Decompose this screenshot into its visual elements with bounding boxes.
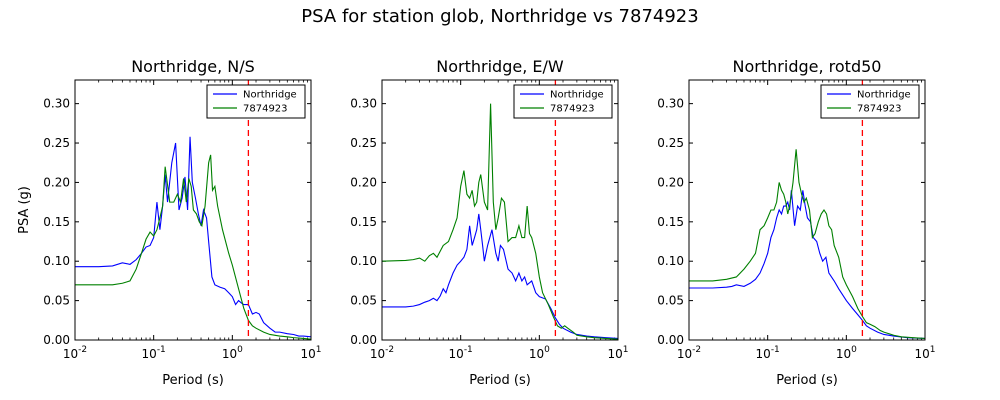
- x-tick-label-exponent: -1: [157, 345, 166, 355]
- x-axis-label: Period (s): [776, 373, 838, 388]
- legend-label: Northridge: [550, 90, 604, 101]
- y-tick-label: 0.00: [350, 333, 377, 347]
- axes-frame: [688, 79, 926, 341]
- x-tick-label: 10-2: [63, 345, 87, 361]
- y-tick-label: 0.20: [43, 175, 70, 189]
- x-tick-label: 101: [607, 345, 628, 361]
- x-tick-label-exponent: 0: [851, 345, 857, 355]
- legend-label: Northridge: [243, 90, 297, 101]
- x-tick-label-base: 10: [370, 347, 385, 361]
- series-line-northridge: [75, 136, 311, 338]
- y-tick-label: 0.20: [350, 175, 377, 189]
- y-tick-label: 0.05: [43, 294, 70, 308]
- x-tick-label-exponent: -1: [464, 345, 473, 355]
- x-tick-label: 10-2: [677, 345, 701, 361]
- x-axis-label: Period (s): [469, 373, 531, 388]
- x-tick-label-base: 10: [914, 347, 929, 361]
- x-tick-label: 10-1: [756, 345, 780, 361]
- x-tick-label-exponent: -2: [78, 345, 87, 355]
- y-tick-label: 0.30: [350, 97, 377, 111]
- y-tick-label: 0.25: [657, 136, 684, 150]
- plot-area: [382, 80, 618, 340]
- x-tick-label: 100: [222, 345, 243, 361]
- x-tick-label-exponent: 1: [930, 345, 936, 355]
- x-tick-label-base: 10: [142, 347, 157, 361]
- legend-box: [206, 84, 306, 119]
- legend: Northridge 7874923: [820, 84, 920, 119]
- x-tick-label: 101: [300, 345, 321, 361]
- x-tick-label-exponent: -2: [692, 345, 701, 355]
- x-tick-label-base: 10: [836, 347, 851, 361]
- x-tick-label-base: 10: [449, 347, 464, 361]
- x-tick-label-base: 10: [529, 347, 544, 361]
- legend-label: 7874923: [243, 104, 288, 115]
- series-line-7874923: [689, 149, 925, 339]
- x-tick-label-base: 10: [222, 347, 237, 361]
- x-tick-label: 100: [836, 345, 857, 361]
- chart-panel-1: Northridge, N/S 0.00 0.05 0.10 0.15 0.20 0.25 0…: [17, 57, 322, 388]
- x-tick-label: 10-1: [449, 345, 473, 361]
- figure-suptitle: PSA for station glob, Northridge vs 7874…: [301, 6, 698, 27]
- y-tick-label: 0.05: [350, 294, 377, 308]
- x-tick-label: 10-2: [370, 345, 394, 361]
- x-tick-label-exponent: 1: [316, 345, 322, 355]
- chart-panel-2: Northridge, E/W 0.00 0.05 0.10 0.15 0.20 0.25 0…: [350, 57, 628, 388]
- y-tick-label: 0.25: [350, 136, 377, 150]
- series-line-northridge: [382, 213, 618, 339]
- y-tick-label: 0.10: [350, 254, 377, 268]
- legend-label: Northridge: [857, 90, 911, 101]
- y-tick-label: 0.00: [657, 333, 684, 347]
- x-tick-label-base: 10: [63, 347, 78, 361]
- x-axis-label: Period (s): [162, 373, 224, 388]
- y-tick-label: 0.10: [657, 254, 684, 268]
- panel-title: Northridge, rotd50: [733, 57, 882, 76]
- series-line-7874923: [75, 154, 311, 340]
- x-tick-label-base: 10: [756, 347, 771, 361]
- series-line-northridge: [689, 190, 925, 339]
- x-tick-label-base: 10: [677, 347, 692, 361]
- y-tick-label: 0.00: [43, 333, 70, 347]
- x-tick-label-exponent: 1: [623, 345, 629, 355]
- y-tick-label: 0.30: [43, 97, 70, 111]
- x-tick-label-exponent: 0: [237, 345, 243, 355]
- y-tick-label: 0.15: [43, 215, 70, 229]
- x-tick-label-exponent: -2: [385, 345, 394, 355]
- chart-panel-3: Northridge, rotd50 0.00 0.05 0.10 0.15 0.20 0.…: [657, 57, 935, 388]
- axes-frame: [381, 79, 619, 341]
- panel-title: Northridge, E/W: [436, 57, 564, 76]
- y-tick-label: 0.10: [43, 254, 70, 268]
- legend-box: [513, 84, 613, 119]
- x-tick-label: 10-1: [142, 345, 166, 361]
- y-tick-label: 0.25: [43, 136, 70, 150]
- plot-area: [689, 80, 925, 340]
- y-tick-label: 0.20: [657, 175, 684, 189]
- y-tick-label: 0.15: [657, 215, 684, 229]
- y-tick-label: 0.05: [657, 294, 684, 308]
- x-tick-label-base: 10: [607, 347, 622, 361]
- legend: Northridge 7874923: [206, 84, 306, 119]
- x-tick-label: 100: [529, 345, 550, 361]
- legend-label: 7874923: [550, 104, 595, 115]
- legend-label: 7874923: [857, 104, 902, 115]
- x-tick-label-exponent: -1: [771, 345, 780, 355]
- legend-box: [820, 84, 920, 119]
- y-axis-label: PSA (g): [17, 186, 32, 234]
- y-tick-label: 0.15: [350, 215, 377, 229]
- x-tick-label-base: 10: [300, 347, 315, 361]
- series-line-7874923: [382, 103, 618, 340]
- x-tick-label: 101: [914, 345, 935, 361]
- legend: Northridge 7874923: [513, 84, 613, 119]
- y-tick-label: 0.30: [657, 97, 684, 111]
- panel-title: Northridge, N/S: [131, 57, 255, 76]
- axes-frame: [74, 79, 312, 341]
- x-tick-label-exponent: 0: [544, 345, 550, 355]
- plot-area: [75, 80, 311, 340]
